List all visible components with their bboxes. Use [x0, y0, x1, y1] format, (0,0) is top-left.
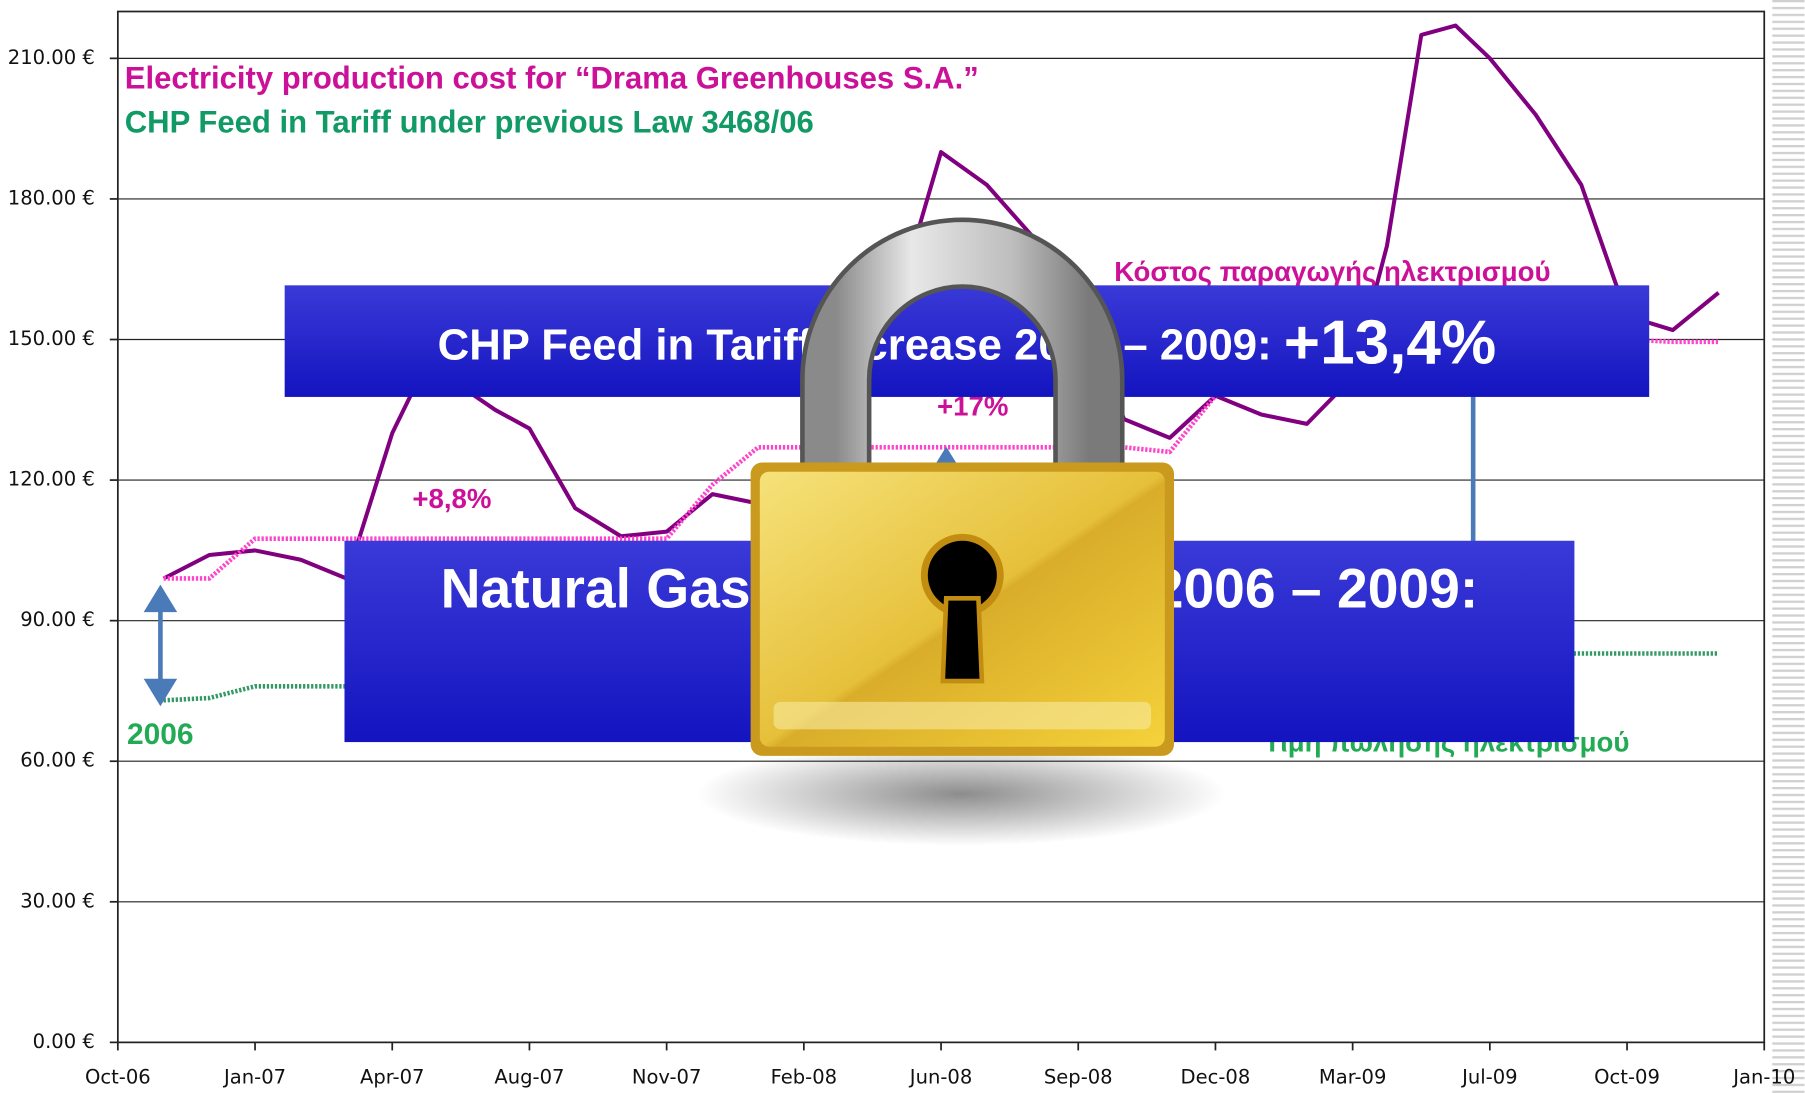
y-tick-label: 0.00 €	[33, 1030, 95, 1053]
box-text: CHP Feed in Tariff increase 2006 – 2009:…	[438, 309, 1497, 378]
annotation: Electricity production cost for “Drama G…	[125, 61, 979, 96]
annotation: 2006	[127, 718, 194, 751]
x-tick-label: Jul-09	[1460, 1066, 1518, 1089]
plot-frame	[116, 10, 1766, 1044]
text-box	[284, 285, 1650, 397]
y-tick-label: 180.00 €	[8, 186, 95, 209]
annotation: CHP Feed in Tariff under previous Law 34…	[125, 104, 814, 139]
side-stripes	[1772, 0, 1805, 1093]
series-label: Κόστος παραγωγής ηλεκτρισμού	[1114, 256, 1550, 287]
x-tick-label: Feb-08	[771, 1066, 838, 1089]
annotations: Electricity production cost for “Drama G…	[125, 61, 1630, 758]
x-tick-label: Mar-09	[1319, 1066, 1387, 1089]
x-tick-label: Jun-08	[908, 1066, 972, 1089]
x-tick-label: Sep-08	[1044, 1066, 1113, 1089]
x-tick-label: Oct-09	[1594, 1066, 1660, 1089]
annotation: +8,8%	[412, 483, 491, 514]
x-tick-label: Apr-07	[360, 1066, 425, 1089]
y-tick-label: 30.00 €	[20, 889, 95, 912]
y-tick-label: 210.00 €	[8, 46, 95, 69]
x-tick-label: Nov-07	[632, 1066, 702, 1089]
x-tick-label: Dec-08	[1181, 1066, 1251, 1089]
x-tick-label: Aug-07	[494, 1066, 564, 1089]
lock-icon	[696, 217, 1226, 846]
y-tick-label: 90.00 €	[20, 608, 95, 631]
y-tick-label: 120.00 €	[8, 468, 95, 491]
y-tick-label: 150.00 €	[8, 327, 95, 350]
y-tick-label: 60.00 €	[20, 749, 95, 772]
x-tick-label: Oct-06	[85, 1066, 151, 1089]
series-line	[163, 337, 1719, 581]
x-tick-label: Jan-07	[222, 1066, 286, 1089]
box-text-highlight: +13,4%	[1284, 309, 1496, 378]
x-tick-label: Jan-10	[1731, 1066, 1795, 1089]
